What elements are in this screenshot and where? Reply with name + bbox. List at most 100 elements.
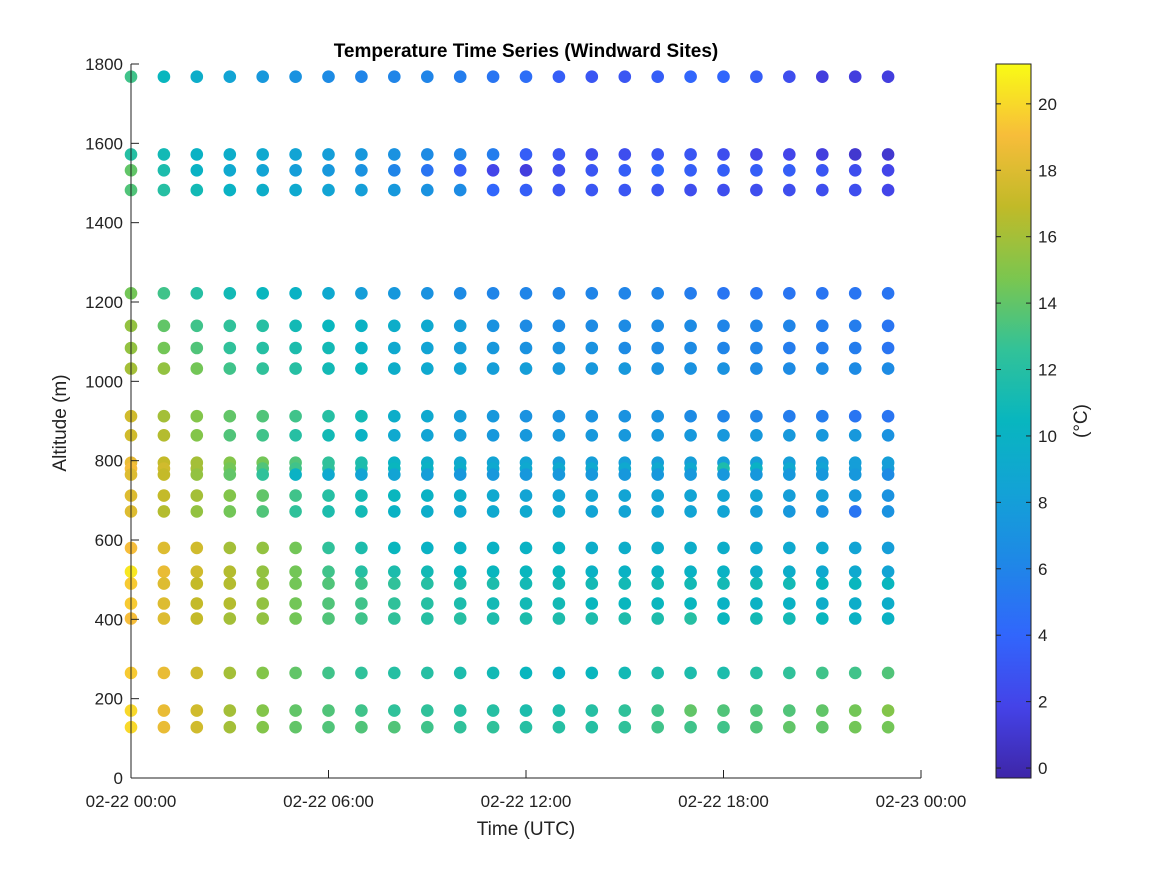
data-point bbox=[223, 409, 237, 423]
data-point bbox=[585, 505, 599, 518]
data-point bbox=[289, 541, 302, 555]
data-point bbox=[618, 597, 632, 610]
data-point bbox=[519, 409, 533, 423]
data-point bbox=[750, 409, 763, 423]
data-point bbox=[223, 148, 237, 161]
data-point bbox=[552, 489, 566, 502]
data-point bbox=[190, 148, 204, 161]
data-point bbox=[355, 287, 368, 300]
data-point bbox=[848, 341, 862, 355]
data-point bbox=[783, 164, 796, 177]
data-point bbox=[684, 148, 697, 161]
data-point bbox=[388, 565, 401, 578]
data-point bbox=[717, 409, 730, 423]
data-point bbox=[783, 341, 796, 355]
data-point bbox=[355, 565, 368, 578]
data-point bbox=[157, 164, 171, 177]
data-point bbox=[289, 164, 302, 177]
data-point bbox=[223, 164, 237, 177]
data-point bbox=[355, 704, 368, 717]
data-point bbox=[783, 468, 796, 481]
data-point bbox=[552, 720, 566, 734]
data-point bbox=[585, 70, 599, 83]
y-tick-label: 800 bbox=[95, 452, 123, 471]
data-point bbox=[453, 164, 467, 177]
data-point bbox=[783, 565, 796, 578]
data-point bbox=[486, 468, 500, 481]
data-point bbox=[816, 70, 829, 83]
data-point bbox=[421, 319, 434, 333]
data-point bbox=[717, 612, 730, 625]
data-point bbox=[190, 541, 204, 555]
data-point bbox=[585, 541, 599, 555]
data-point bbox=[519, 287, 533, 300]
data-point bbox=[388, 341, 401, 355]
data-point bbox=[816, 429, 829, 442]
data-point bbox=[552, 612, 566, 625]
data-point bbox=[848, 183, 862, 197]
data-point bbox=[421, 341, 434, 355]
data-point bbox=[453, 612, 467, 625]
data-point bbox=[519, 704, 533, 717]
data-point bbox=[453, 341, 467, 355]
y-tick-label: 0 bbox=[114, 769, 123, 788]
data-point bbox=[750, 183, 763, 197]
data-point bbox=[453, 319, 467, 333]
data-point bbox=[618, 164, 632, 177]
data-point bbox=[684, 468, 697, 481]
data-point bbox=[157, 362, 171, 375]
data-point bbox=[881, 565, 895, 578]
data-point bbox=[322, 429, 335, 442]
data-point bbox=[783, 319, 796, 333]
data-point bbox=[552, 164, 566, 177]
data-point bbox=[322, 148, 335, 161]
data-point bbox=[717, 468, 730, 481]
data-point bbox=[190, 666, 204, 680]
data-point bbox=[618, 319, 632, 333]
data-point bbox=[552, 597, 566, 610]
data-point bbox=[750, 577, 763, 590]
data-point bbox=[783, 612, 796, 625]
data-point bbox=[618, 612, 632, 625]
data-point bbox=[256, 468, 270, 481]
colorbar-ticks: 0 2 4 6 8 10 12 14 16 18 20 bbox=[996, 95, 1057, 778]
data-point bbox=[355, 409, 368, 423]
data-point bbox=[519, 612, 533, 625]
data-point bbox=[223, 70, 237, 83]
data-point bbox=[552, 409, 566, 423]
data-point bbox=[881, 287, 895, 300]
data-point bbox=[223, 666, 237, 680]
data-point bbox=[519, 720, 533, 734]
data-point bbox=[223, 720, 237, 734]
data-point bbox=[881, 720, 895, 734]
colorbar bbox=[995, 63, 1032, 779]
data-point bbox=[289, 720, 302, 734]
colorbar-tick-label: 2 bbox=[1038, 693, 1047, 712]
data-point bbox=[684, 319, 697, 333]
data-point bbox=[421, 541, 434, 555]
data-point bbox=[256, 409, 270, 423]
data-point bbox=[388, 70, 401, 83]
data-point bbox=[881, 341, 895, 355]
data-point bbox=[816, 666, 829, 680]
data-point bbox=[783, 505, 796, 518]
data-point bbox=[881, 666, 895, 680]
data-point bbox=[421, 505, 434, 518]
data-point bbox=[322, 577, 335, 590]
data-point bbox=[618, 409, 632, 423]
data-point bbox=[355, 148, 368, 161]
data-point bbox=[585, 429, 599, 442]
data-point bbox=[289, 666, 302, 680]
data-point bbox=[552, 468, 566, 481]
data-point bbox=[388, 612, 401, 625]
data-point bbox=[256, 429, 270, 442]
data-point bbox=[322, 505, 335, 518]
data-point bbox=[453, 468, 467, 481]
colorbar-tick-label: 14 bbox=[1038, 294, 1057, 313]
data-point bbox=[421, 577, 434, 590]
data-point bbox=[585, 612, 599, 625]
data-point bbox=[717, 183, 730, 197]
data-point bbox=[190, 183, 204, 197]
data-point bbox=[717, 577, 730, 590]
